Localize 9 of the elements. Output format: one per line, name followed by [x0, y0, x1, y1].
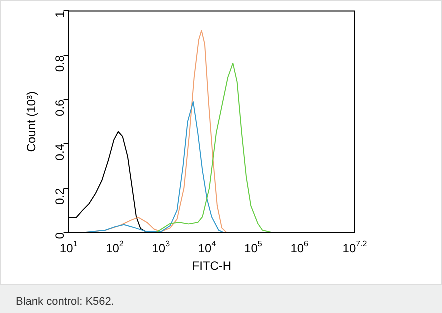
y-tick-label: 0.6	[53, 99, 68, 116]
y-tick-label: 0	[53, 232, 68, 240]
y-tick-label: 0.8	[53, 55, 68, 72]
y-tick-label: 0.2	[53, 188, 68, 206]
y-tick-label: 0.4	[53, 144, 68, 161]
text: Blank control: K562.	[16, 296, 114, 308]
y-tick-label: 1	[53, 10, 68, 18]
y-axis-title: Count (10³)	[24, 92, 39, 152]
x-axis-title: FITC-H	[192, 259, 232, 274]
